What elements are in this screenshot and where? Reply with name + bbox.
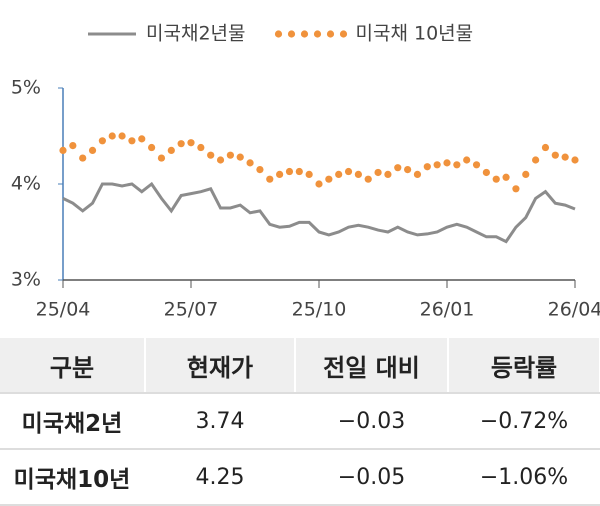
series-dot bbox=[502, 173, 510, 181]
table-row: 미국채2년 3.74 −0.03 −0.72% bbox=[0, 393, 600, 450]
legend-swatch bbox=[313, 30, 322, 38]
series-dot bbox=[354, 170, 362, 178]
series-dot bbox=[118, 132, 126, 140]
series-dot bbox=[433, 161, 441, 169]
x-tick-label: 25/04 bbox=[36, 299, 91, 321]
x-tick-label: 26/01 bbox=[420, 299, 475, 321]
series-dot bbox=[276, 170, 284, 178]
series-dot bbox=[285, 167, 294, 176]
legend-label: 미국채 10년물 bbox=[356, 23, 474, 45]
series-dot bbox=[571, 156, 579, 164]
series-dot bbox=[187, 139, 195, 147]
series-dot bbox=[295, 167, 303, 176]
series-dot bbox=[404, 166, 412, 174]
series-dot bbox=[266, 175, 274, 183]
cell: 4.25 bbox=[145, 449, 296, 506]
series-dot bbox=[364, 175, 372, 183]
x-tick-label: 25/07 bbox=[164, 299, 219, 321]
series-dot bbox=[413, 170, 422, 178]
series-dot bbox=[79, 154, 87, 162]
legend-swatch bbox=[287, 30, 296, 38]
series-dot bbox=[226, 151, 234, 159]
series-dot bbox=[522, 170, 530, 178]
series-dot bbox=[59, 146, 67, 154]
series-dot bbox=[315, 180, 323, 188]
series-dot bbox=[88, 146, 97, 154]
series-dot bbox=[443, 159, 451, 167]
series-dot bbox=[69, 142, 77, 150]
series-dot bbox=[551, 151, 559, 159]
series-dot bbox=[423, 163, 431, 171]
x-tick-label: 25/10 bbox=[292, 299, 347, 321]
legend-swatch bbox=[339, 30, 348, 38]
series-dot bbox=[108, 132, 116, 140]
header-cell: 구분 bbox=[0, 338, 146, 394]
series-dot bbox=[305, 170, 313, 178]
cell: −0.72% bbox=[448, 393, 600, 450]
y-tick-label: 3% bbox=[11, 269, 41, 291]
series-dot bbox=[236, 153, 244, 161]
legend-label: 미국채2년물 bbox=[146, 23, 246, 45]
series-dot bbox=[344, 167, 353, 176]
table-row: 미국채10년 4.25 −0.05 −1.06% bbox=[0, 449, 600, 506]
series-dot bbox=[325, 175, 333, 183]
series-dot bbox=[216, 156, 225, 164]
series-dot bbox=[482, 168, 490, 177]
y-tick-label: 4% bbox=[11, 173, 41, 195]
series-dot bbox=[512, 185, 520, 193]
chart: 3% 4% 5% 25/04 25/07 25/10 26/01 26/04 미국채2년물 미국채… bbox=[11, 23, 600, 321]
series-dot bbox=[541, 143, 550, 152]
series-dot bbox=[246, 159, 254, 167]
series-dot bbox=[177, 140, 185, 148]
header-cell: 전일 대비 bbox=[295, 338, 449, 394]
header-cell: 현재가 bbox=[145, 338, 296, 394]
cell: −1.06% bbox=[448, 449, 600, 506]
cell: −0.03 bbox=[295, 393, 449, 450]
series-dot bbox=[207, 151, 215, 159]
series-dot bbox=[167, 146, 175, 154]
y-tick-label: 5% bbox=[11, 77, 41, 99]
cell: −0.05 bbox=[295, 449, 449, 506]
series-dot bbox=[335, 170, 343, 178]
x-tick-label: 26/04 bbox=[548, 299, 600, 321]
series-dot bbox=[472, 161, 481, 169]
series-dot bbox=[98, 137, 106, 145]
series-dot bbox=[453, 161, 461, 169]
legend-swatch bbox=[274, 30, 283, 38]
series-dot bbox=[128, 137, 136, 145]
legend-swatch bbox=[300, 30, 309, 38]
series-dot bbox=[197, 143, 205, 152]
legend-swatch bbox=[326, 30, 335, 38]
cell: 3.74 bbox=[145, 393, 296, 450]
series-dot bbox=[463, 156, 471, 164]
series-dot bbox=[157, 154, 166, 162]
series-dot bbox=[561, 153, 569, 161]
quote-table: 구분 현재가 전일 대비 등락률 미국채2년 3.74 −0.03 −0.72%… bbox=[0, 338, 600, 506]
table-header: 구분 현재가 전일 대비 등락률 bbox=[0, 338, 600, 394]
series-dot bbox=[138, 135, 146, 143]
series-line bbox=[62, 181, 576, 244]
series-dot bbox=[256, 166, 264, 174]
series-dot bbox=[148, 143, 156, 152]
cell: 미국채2년 bbox=[0, 393, 146, 450]
series-dot bbox=[492, 175, 500, 183]
header-cell: 등락률 bbox=[448, 338, 600, 394]
series-dot bbox=[374, 168, 382, 177]
series-dot bbox=[532, 156, 540, 164]
series-dot bbox=[384, 170, 392, 178]
cell: 미국채10년 bbox=[0, 449, 146, 506]
series-dot bbox=[394, 164, 402, 172]
